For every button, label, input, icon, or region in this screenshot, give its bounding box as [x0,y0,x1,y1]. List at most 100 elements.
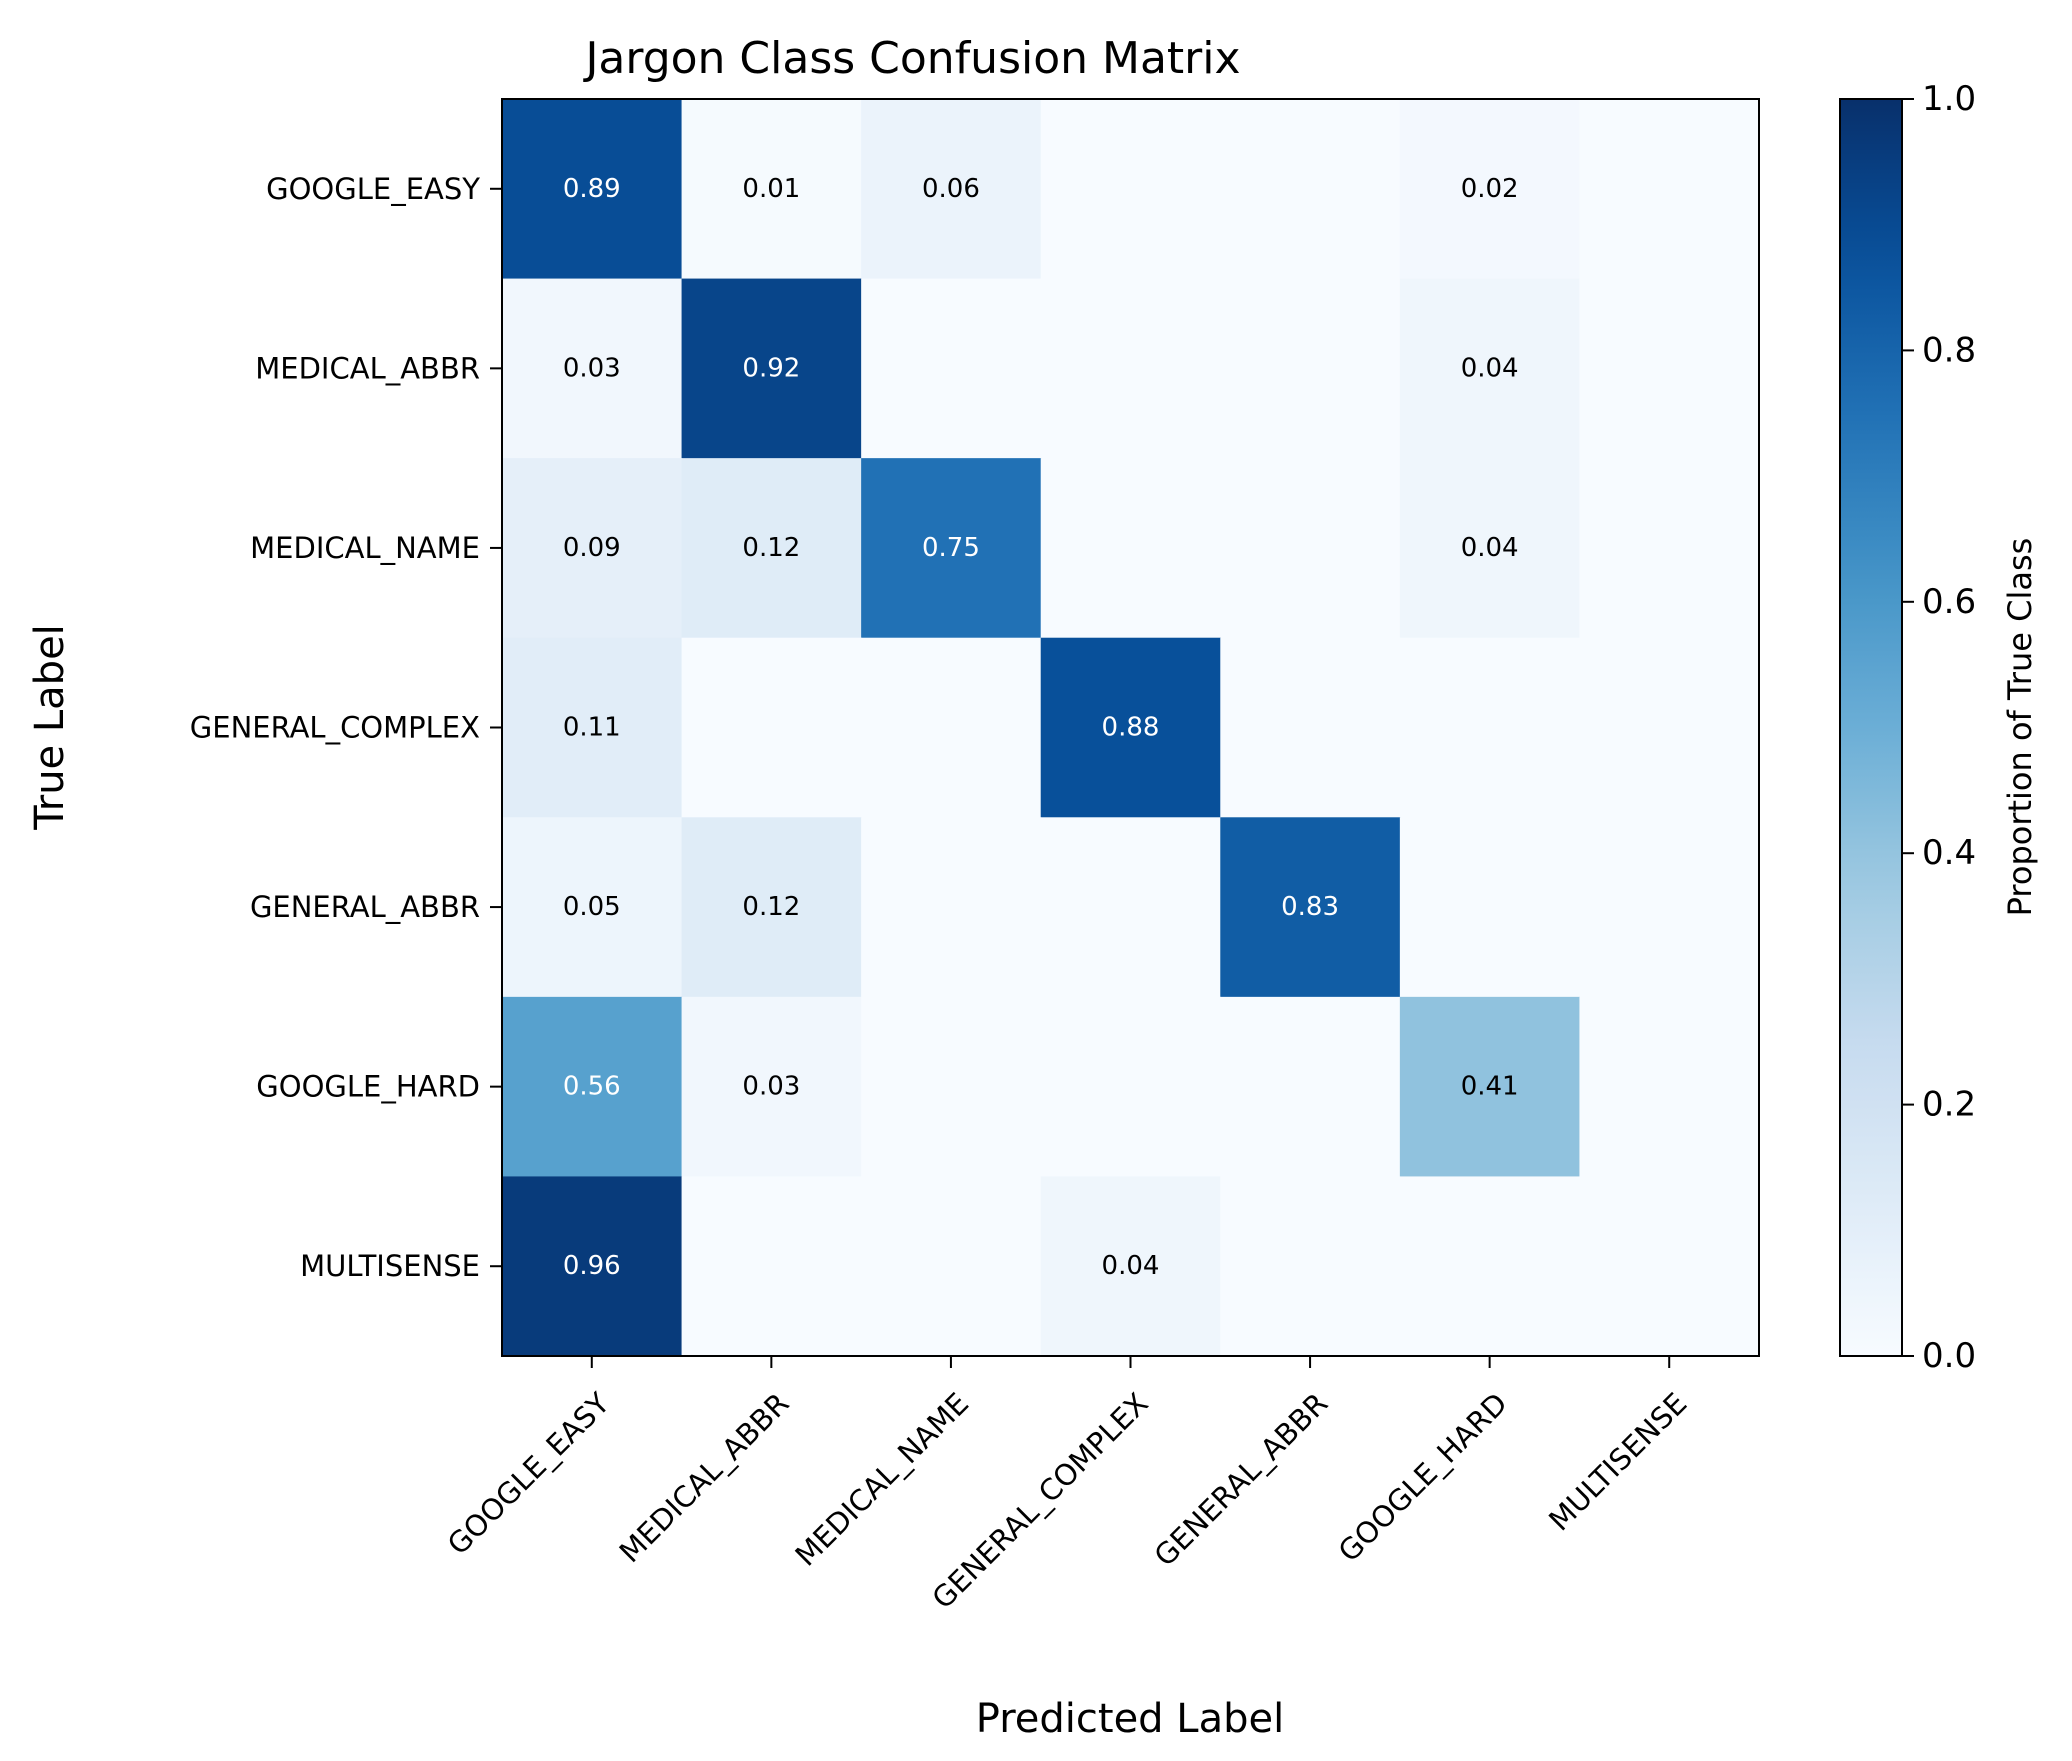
heatmap-cell [1220,278,1401,459]
colorbar-tick-label: 0.8 [1922,330,1976,370]
heatmap-cell [861,1176,1042,1357]
heatmap-cell [861,458,1042,639]
cell-annotation: 0.04 [1102,1251,1160,1281]
cell-annotation: 0.03 [742,1072,800,1102]
x-tick-label: GENERAL_ABBR [1148,1386,1335,1573]
heatmap-cell [502,996,683,1178]
heatmap-cell [1399,637,1581,818]
x-tick-label: MULTISENSE [1542,1386,1693,1537]
heatmap-cell [1220,458,1401,639]
heatmap-cell [1220,99,1401,280]
colorbar-tick-label: 0.0 [1922,1336,1976,1376]
heatmap-cell [1579,458,1760,639]
y-tick-label: GENERAL_ABBR [250,890,480,924]
cell-annotation: 0.11 [563,713,621,743]
heatmap-cell [1220,637,1401,818]
cell-annotation: 0.09 [563,533,621,563]
cell-annotation: 0.12 [742,533,800,563]
heatmap-cell [502,817,683,998]
heatmap-cell [861,817,1042,998]
heatmap-cell [502,637,683,818]
heatmap-cell [1579,99,1760,280]
heatmap-cell [1040,817,1221,998]
y-axis-label: True Label [27,624,73,831]
chart-title: Jargon Class Confusion Matrix [582,33,1240,84]
heatmap-cell [1040,1176,1221,1357]
heatmap-cell [1040,99,1221,280]
y-tick-label: GOOGLE_HARD [256,1070,480,1104]
heatmap-cell [1040,996,1221,1178]
colorbar-tick-label: 0.2 [1922,1085,1976,1125]
cell-annotation: 0.06 [922,174,980,204]
cell-annotation: 0.02 [1461,174,1519,204]
heatmap-cell [502,1176,683,1357]
heatmap-cell [681,637,862,818]
colorbar-tick-label: 1.0 [1922,79,1976,119]
cell-annotation: 0.41 [1461,1072,1519,1102]
heatmap-cell [1040,637,1221,818]
heatmap-cell [681,458,862,639]
heatmap-cell [861,637,1042,818]
cell-annotation: 0.04 [1461,353,1519,383]
heatmap-cell [681,1176,862,1357]
heatmap-cell [1579,278,1760,459]
x-tick-label: GOOGLE_EASY [441,1386,616,1561]
x-axis-label: Predicted Label [976,1696,1284,1742]
cell-annotation: 0.03 [563,353,621,383]
cell-annotation: 0.04 [1461,533,1519,563]
heatmap-cell [681,99,862,280]
heatmap-cell [861,99,1042,280]
heatmap-cell [1220,1176,1401,1357]
heatmap-cell [1579,637,1760,818]
cell-annotations: 0.89 0.01 0.06 0.02 0.03 0.92 0.04 0.09 0.12 0.75… [563,174,1519,1281]
heatmap-cell [1399,458,1581,639]
colorbar-tick-label: 0.4 [1922,833,1976,873]
heatmap-cell [1399,99,1581,280]
heatmap-cells [502,99,1760,1357]
y-tick-label: MEDICAL_ABBR [255,351,480,385]
heatmap-cell [681,996,862,1178]
cell-annotation: 0.89 [563,174,621,204]
colorbar-tick-label: 0.6 [1922,582,1976,622]
colorbar-label: Proportion of True Class [2001,538,2039,917]
colorbar [1839,98,1903,1357]
heatmap-cell [1040,458,1221,639]
heatmap-cell [502,278,683,459]
colorbar-ticks: 0.0 0.2 0.4 0.6 0.8 1.0 [1902,79,1976,1376]
y-tick-label: MULTISENSE [300,1249,480,1283]
heatmap-cell [502,458,683,639]
cell-annotation: 0.88 [1102,713,1160,743]
cell-annotation: 0.56 [563,1072,621,1102]
cell-annotation: 0.12 [742,892,800,922]
heatmap-cell [1399,1176,1581,1357]
heatmap-cell [1220,996,1401,1178]
heatmap-cell [1579,1176,1760,1357]
x-tick-label: GOOGLE_HARD [1332,1386,1514,1568]
heatmap-cell [502,99,683,280]
heatmap-cell [1040,278,1221,459]
y-tick-label: GENERAL_COMPLEX [190,711,480,745]
heatmap-cell [1399,817,1581,998]
y-tick-label: MEDICAL_NAME [250,531,480,565]
heatmap-cell [1220,817,1401,998]
heatmap-cell [1579,817,1760,998]
x-tick-label: MEDICAL_NAME [789,1386,976,1573]
x-tick-label: MEDICAL_ABBR [613,1386,796,1569]
cell-annotation: 0.92 [742,353,800,383]
y-tick-label: GOOGLE_EASY [266,172,480,206]
cell-annotation: 0.05 [563,892,621,922]
heatmap-cell [1579,996,1760,1178]
cell-annotation: 0.83 [1281,892,1339,922]
heatmap-cell [681,817,862,998]
cell-annotation: 0.96 [563,1251,621,1281]
heatmap-cell [1399,996,1581,1178]
heatmap-cell [1399,278,1581,459]
cell-annotation: 0.75 [922,533,980,563]
heatmap-cell [681,278,862,459]
cell-annotation: 0.01 [742,174,800,204]
y-axis-ticks: GOOGLE_EASY MEDICAL_ABBR MEDICAL_NAME GENER… [190,172,502,1283]
heatmap-cell [861,996,1042,1178]
heatmap-cell [861,278,1042,459]
